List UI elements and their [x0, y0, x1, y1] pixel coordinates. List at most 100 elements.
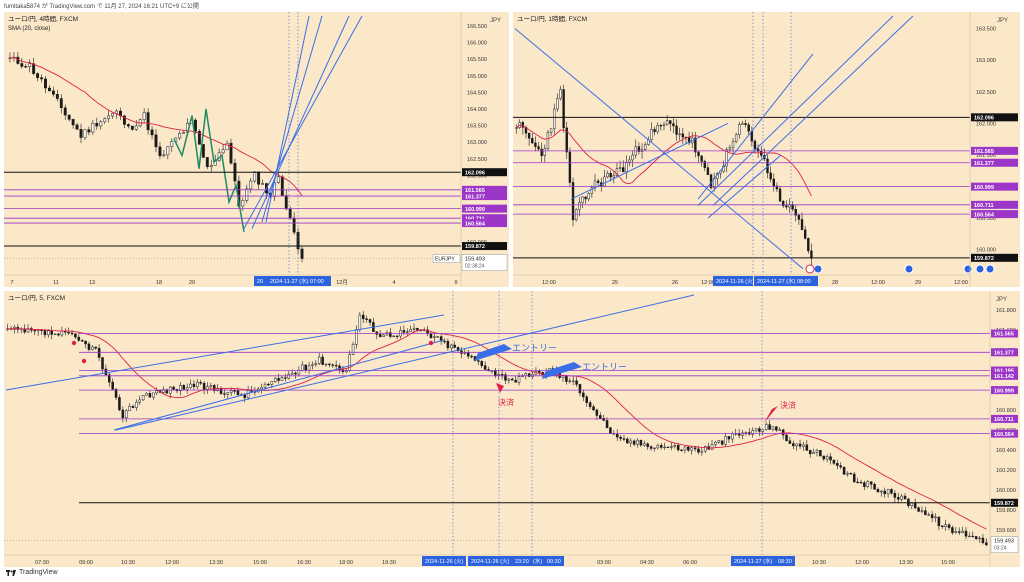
candle-body: [725, 149, 728, 167]
candle-body: [236, 390, 240, 396]
candle-body: [553, 108, 556, 130]
candle-body: [382, 334, 385, 337]
candle-body: [67, 332, 70, 334]
candle-body: [126, 124, 130, 127]
candle-body: [596, 180, 600, 183]
footer-brand[interactable]: TradingView: [6, 569, 58, 576]
candle-body: [257, 171, 261, 185]
price-level-label: 161.142: [994, 374, 1014, 380]
event-marker-icon: [813, 264, 823, 274]
candle-body: [571, 182, 575, 221]
candle-body: [985, 542, 988, 546]
chart-5m-svg[interactable]: エントリー エントリー 決済 決済 161.800161.600161.4001…: [4, 291, 1020, 567]
candle-body: [605, 420, 609, 428]
candle-body: [775, 426, 778, 431]
time-tick-label: 9: [454, 280, 457, 286]
candle-body: [890, 489, 893, 494]
price-tick-label: 163.000: [467, 140, 487, 146]
candle-body: [588, 402, 592, 407]
chart-panel-1h[interactable]: 163.500163.000162.500162.000161.500161.0…: [513, 12, 1020, 287]
candle-body: [57, 333, 60, 336]
candle-body: [361, 314, 365, 320]
candle-body: [60, 330, 64, 336]
candle-body: [284, 195, 288, 210]
candle-body: [483, 365, 487, 370]
price-axis[interactable]: 166.500 166.000 165.500 165.000 164.500 164.0…: [432, 12, 508, 287]
candle-body: [40, 77, 43, 80]
price-axis[interactable]: 163.500163.000162.500162.000161.500161.0…: [969, 12, 1018, 287]
candle-body: [747, 124, 750, 132]
trend-line: [113, 339, 445, 431]
candle-body: [714, 441, 717, 445]
candle-body: [402, 330, 406, 333]
time-tick-label: 20: [189, 280, 195, 286]
candle-body: [130, 125, 134, 130]
candle-body: [602, 417, 605, 421]
candle-body: [433, 336, 436, 338]
candle-body: [849, 472, 853, 475]
price-level-tag: [991, 429, 1018, 438]
candle-body: [95, 122, 99, 127]
time-tick-label: 04:30: [640, 560, 654, 566]
candle-body: [778, 429, 782, 431]
candle-body: [249, 180, 253, 190]
candle-body: [880, 490, 883, 493]
candle-body: [675, 125, 678, 135]
candle-body: [587, 193, 590, 200]
candle-body: [886, 489, 890, 495]
time-axis[interactable]: 07:30 09:00 10:30 12:00 13:30 15:00 16:30 18:00…: [4, 554, 990, 566]
candle-body: [378, 334, 382, 337]
date-tag-label: 2024-11-26 (火): [471, 559, 510, 565]
candle-body: [233, 390, 236, 392]
candle-body: [50, 330, 53, 335]
date-tag: [422, 556, 466, 566]
candle-body: [74, 333, 77, 338]
time-axis[interactable]: 7 11 13 18 20 12月 4 9 20 2024-11-27 (水) 07:00: [4, 274, 461, 286]
time-tick-label: 26: [672, 280, 678, 286]
trend-lines: [243, 12, 363, 275]
candle-body: [603, 176, 606, 187]
price-level-tag: [971, 210, 1018, 219]
price-tick-label: 159.600: [996, 528, 1016, 534]
chart-panel-4h[interactable]: 166.500 166.000 165.500 165.000 164.500 164.0…: [4, 12, 509, 287]
candle-body: [199, 381, 202, 384]
chart-panel-5m[interactable]: エントリー エントリー 決済 決済 161.800161.600161.4001…: [4, 291, 1020, 567]
candle-body: [643, 144, 647, 150]
chart-4h-svg[interactable]: 166.500 166.000 165.500 165.000 164.500 164.0…: [4, 12, 509, 287]
candle-body: [162, 389, 165, 393]
price-axis[interactable]: 161.800161.600161.400161.200161.000160.8…: [989, 291, 1019, 567]
chart-1h-svg[interactable]: 163.500163.000162.500162.000161.500161.0…: [513, 12, 1020, 287]
price-level-label: 160.999: [994, 388, 1014, 394]
candle-body: [154, 134, 158, 148]
candle-body: [409, 329, 412, 332]
candle-body: [500, 374, 504, 376]
price-tick-label: 165.500: [467, 57, 487, 63]
trend-line: [251, 15, 350, 229]
candle-body: [375, 331, 379, 335]
candle-body: [8, 57, 12, 59]
candle-body: [568, 380, 572, 382]
candle-body: [270, 381, 274, 385]
candle-body: [87, 129, 91, 133]
date-tag: [713, 276, 753, 286]
candle-body: [70, 332, 74, 335]
candle-body: [559, 89, 562, 99]
price-level-tag: [462, 204, 507, 213]
candle-body: [209, 385, 213, 388]
candle-body: [355, 329, 358, 345]
candle-body: [138, 399, 142, 403]
candle-body: [497, 374, 500, 376]
candle-body: [331, 364, 335, 366]
candle-body: [301, 364, 304, 371]
candle-body: [941, 525, 944, 527]
time-tick-label: 12:00: [855, 560, 869, 566]
candle-body: [751, 430, 754, 435]
candle-body: [517, 376, 521, 383]
candle-body: [212, 385, 216, 391]
candle-body: [134, 125, 138, 130]
candle-body: [470, 355, 473, 358]
candle-body: [79, 129, 83, 138]
candle-body: [585, 396, 589, 403]
candle-body: [80, 340, 84, 342]
